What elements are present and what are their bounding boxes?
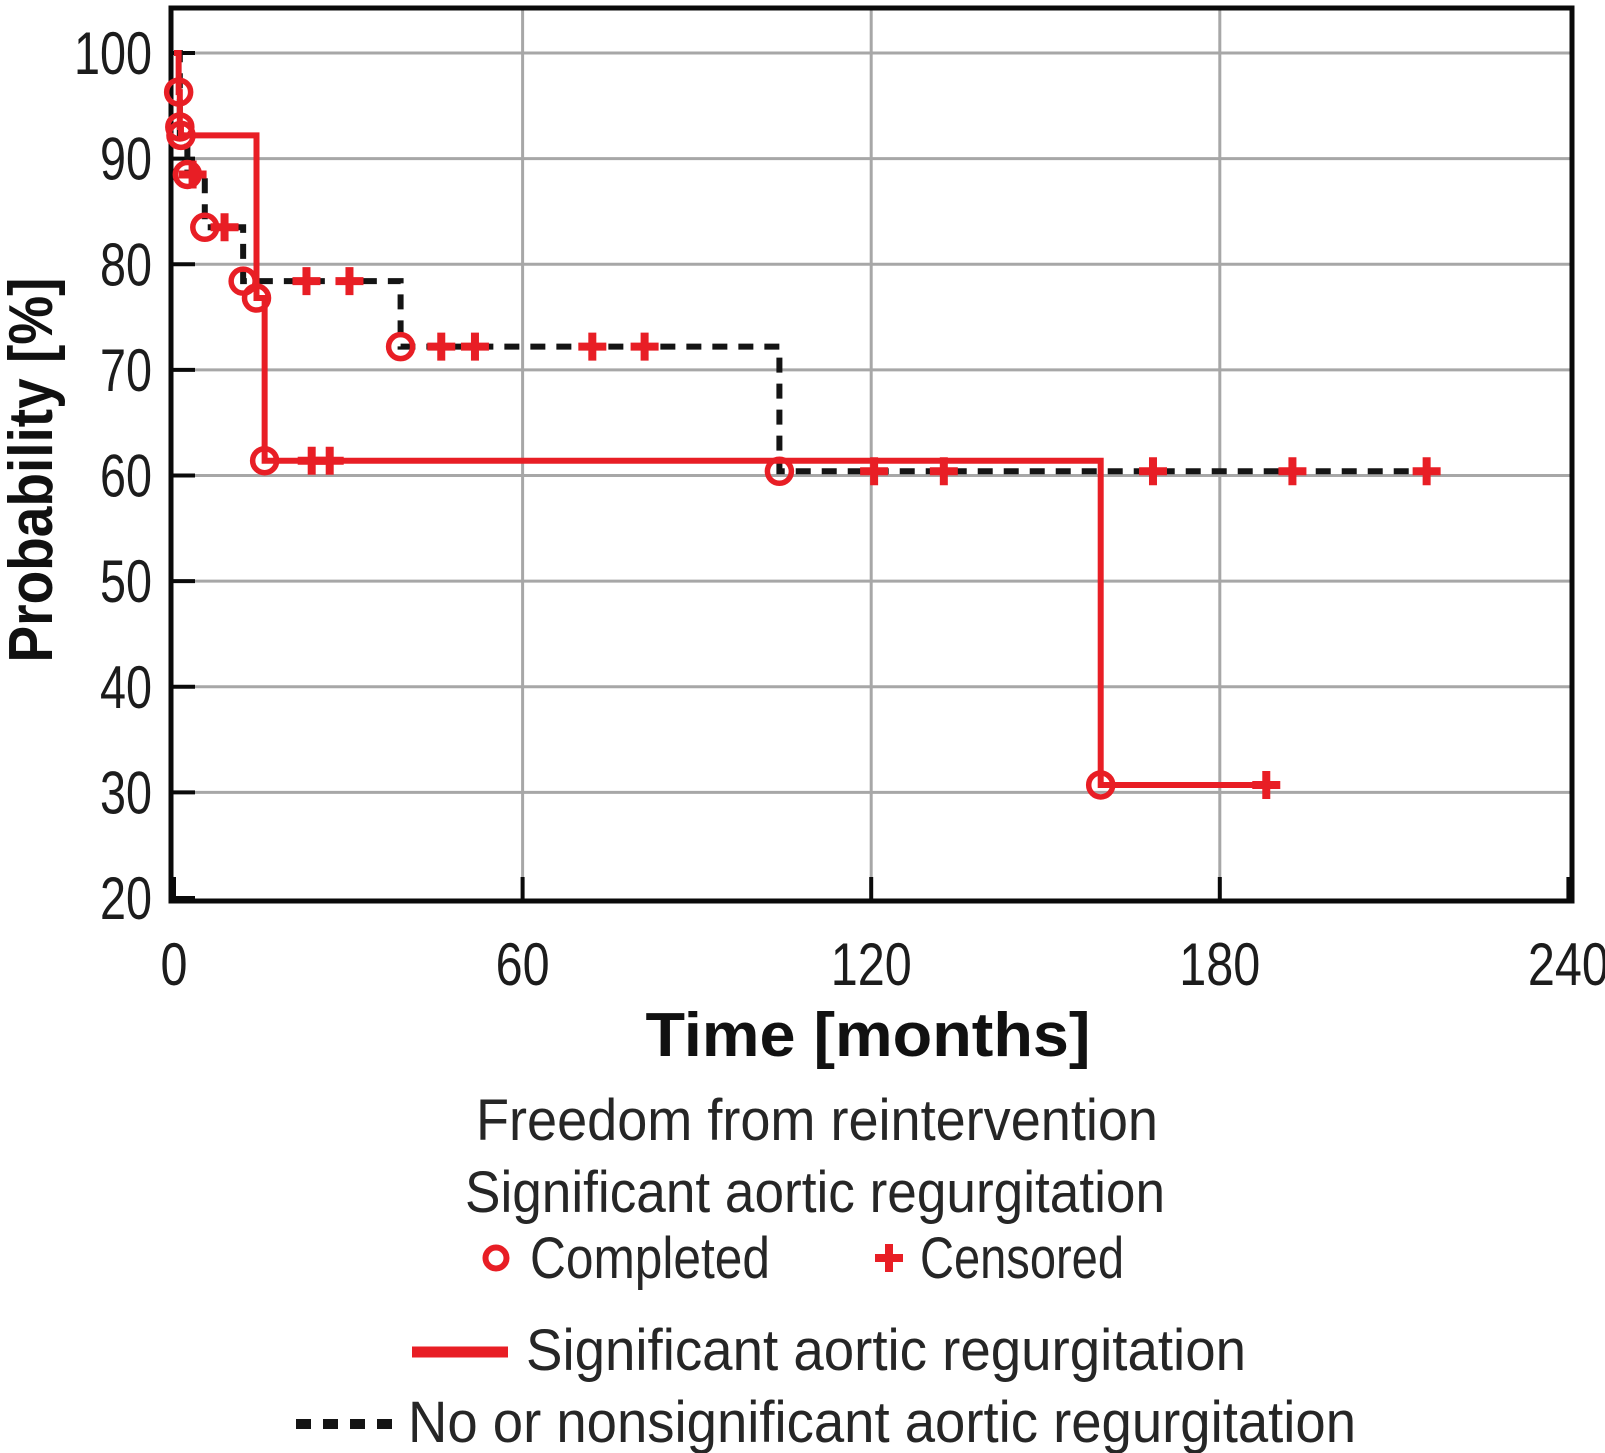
x-tick-label: 240 xyxy=(1528,931,1605,998)
gridlines-layer xyxy=(171,8,1572,901)
y-tick-label: 100 xyxy=(74,20,152,87)
nonsignificant-ar-curve xyxy=(174,50,1427,475)
completed-event-marker xyxy=(249,445,280,476)
censored-event-marker xyxy=(1252,770,1281,799)
x-tick-label: 60 xyxy=(496,931,550,998)
y-tick-label: 20 xyxy=(100,865,152,932)
censored-event-marker xyxy=(210,213,239,242)
x-axis-title: Time [months] xyxy=(646,1001,1091,1070)
censored-event-marker xyxy=(292,267,321,296)
completed-event-marker xyxy=(1085,770,1116,800)
y-tick-label: 70 xyxy=(100,337,152,404)
completed-event-marker xyxy=(163,77,194,107)
x-tick-label: 120 xyxy=(831,931,912,998)
censored-marker-icon xyxy=(875,1244,903,1272)
y-tick-label: 50 xyxy=(100,548,152,615)
censored-event-marker xyxy=(315,446,344,475)
censored-event-marker xyxy=(427,332,456,361)
x-tick-label: 180 xyxy=(1179,931,1260,998)
censored-event-marker xyxy=(1412,457,1441,486)
y-tick-label: 60 xyxy=(100,443,152,510)
x-tick-label: 0 xyxy=(161,931,188,998)
legend-solid-label: Significant aortic regurgitation xyxy=(526,1318,1246,1383)
markers-layer xyxy=(163,77,1441,800)
y-tick-label: 80 xyxy=(100,231,152,298)
censored-event-marker xyxy=(630,332,659,361)
completed-event-marker xyxy=(764,456,795,487)
legend-dashed-label: No or nonsignificant aortic regurgitatio… xyxy=(408,1390,1356,1453)
censored-event-marker xyxy=(178,160,207,189)
legend-censored-label: Censored xyxy=(920,1226,1124,1291)
completed-marker-icon xyxy=(482,1244,510,1272)
tick-labels-layer: 100 90 80 70 60 50 40 30 200 60 120 180 240 xyxy=(74,20,1605,998)
series-layer xyxy=(174,50,1427,788)
completed-event-marker xyxy=(241,283,272,313)
completed-event-marker xyxy=(166,120,196,151)
censored-event-marker xyxy=(335,267,364,296)
y-tick-label: 30 xyxy=(100,759,152,826)
censored-event-marker xyxy=(1138,457,1167,486)
censored-event-marker xyxy=(929,457,958,486)
legend-completed-label: Completed xyxy=(530,1226,770,1291)
legend-heading-freedom: Freedom from reintervention xyxy=(476,1088,1158,1153)
y-axis-title: Probability [%] xyxy=(0,278,66,663)
censored-event-marker xyxy=(860,457,889,486)
y-tick-label: 40 xyxy=(100,654,152,721)
censored-event-marker xyxy=(460,332,489,361)
significant-ar-curve xyxy=(174,50,1267,788)
censored-event-marker xyxy=(578,332,607,361)
censored-event-marker xyxy=(1278,457,1307,486)
y-tick-label: 90 xyxy=(100,126,152,193)
legend-heading-significant: Significant aortic regurgitation xyxy=(465,1160,1165,1225)
completed-event-marker xyxy=(385,331,416,362)
